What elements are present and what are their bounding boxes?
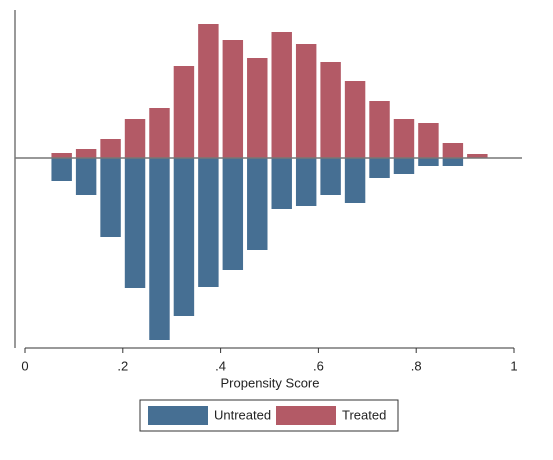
bar [369,158,390,178]
x-tick-label: 0 [21,358,28,373]
bar [198,158,219,287]
bar [173,158,195,316]
x-tick-label: 1 [510,358,517,373]
bar [100,139,121,158]
bar [344,158,366,203]
bar [467,154,488,158]
bar [75,149,97,158]
x-tick-label: .4 [215,358,226,373]
x-tick-label: .6 [313,358,324,373]
bar [149,158,170,340]
x-axis-label: Propensity Score [221,375,320,390]
bar [320,62,341,158]
bar [320,158,341,195]
bar [344,81,366,158]
bar [198,24,219,158]
bar [442,143,464,158]
bar [295,158,317,206]
bar [393,158,415,174]
legend-label: Untreated [214,407,271,422]
legend-swatch [276,406,336,425]
bar [124,158,146,288]
bar [222,158,244,270]
bar [295,44,317,158]
legend-label: Treated [342,407,386,422]
bar [442,158,464,166]
bar [271,32,292,158]
bar [51,153,72,158]
bar [222,40,244,158]
bar [393,119,415,158]
bar [75,158,97,195]
x-tick-label: .2 [117,358,128,373]
bar [124,119,146,158]
bar [271,158,292,209]
bar [247,58,268,158]
bar [100,158,121,237]
bar [369,101,390,158]
bar [418,123,439,158]
x-tick-label: .8 [411,358,422,373]
bar [51,158,72,181]
bar [418,158,439,166]
bar [247,158,268,250]
bar [149,108,170,158]
bar [173,66,195,158]
legend-swatch [148,406,208,425]
